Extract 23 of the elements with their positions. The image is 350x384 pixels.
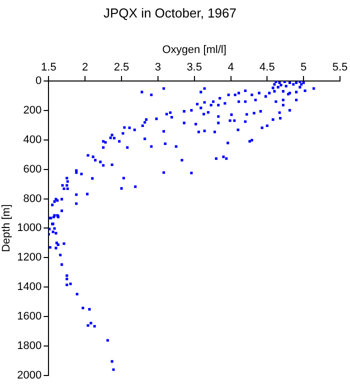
y-tick-label: 1000 [17, 222, 42, 234]
y-tick-label: 1800 [17, 340, 42, 352]
x-tick-label: 4 [228, 61, 234, 74]
chart-title: JPQX in October, 1967 [104, 5, 236, 20]
x-tick-label: 5.5 [332, 61, 348, 74]
y-tick-label: 0 [36, 75, 42, 88]
x-tick-label: 5 [300, 61, 307, 74]
x-tick-label: 2.5 [114, 61, 130, 74]
x-tick-label: 4.5 [260, 61, 275, 74]
y-tick-label: 800 [23, 192, 42, 205]
y-tick-label: 2000 [17, 369, 42, 382]
y-tick-label: 600 [23, 163, 42, 176]
x-tick-label: 2 [82, 61, 88, 74]
x-tick-label: 3 [154, 61, 161, 74]
x-axis-title: Oxygen [ml/l] [162, 44, 226, 56]
y-tick-label: 1200 [17, 252, 42, 264]
x-tick-label: 3.5 [186, 61, 202, 74]
x-tick-label: 1.5 [41, 61, 56, 74]
y-tick-label: 400 [23, 134, 42, 146]
y-tick-label: 1400 [17, 281, 42, 294]
y-axis-title: Depth [m] [0, 204, 13, 252]
y-tick-label: 1600 [17, 310, 42, 323]
y-tick-label: 200 [23, 104, 42, 116]
